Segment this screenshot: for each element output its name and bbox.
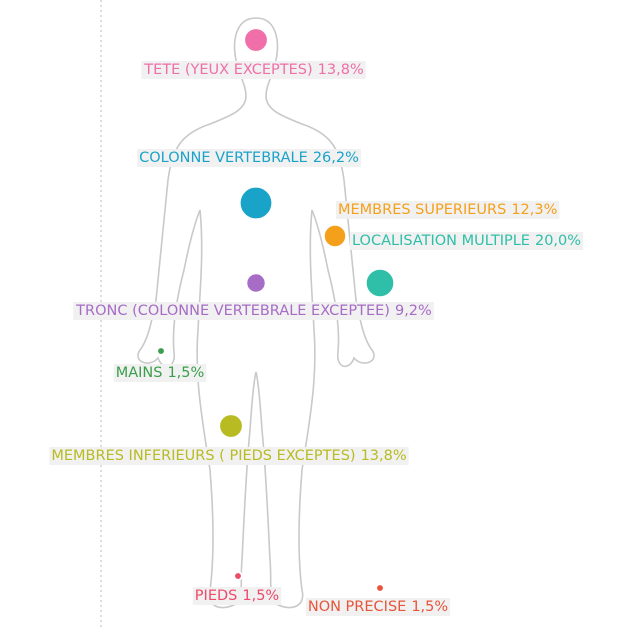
- bubble: [366, 269, 395, 298]
- label-group: MEMBRES INFERIEURS ( PIEDS EXCEPTES) 13,8…: [49, 447, 408, 465]
- category-label: MEMBRES SUPERIEURS: [338, 202, 506, 218]
- label: MEMBRES INFERIEURS ( PIEDS EXCEPTES) 13,8…: [51, 448, 406, 464]
- category-label: COLONNE VERTEBRALE: [139, 150, 308, 166]
- label: NON PRECISE 1,5%: [308, 599, 448, 615]
- category-label: MAINS: [116, 365, 163, 381]
- category-label: TRONC (COLONNE VERTEBRALE EXCEPTEE): [75, 303, 390, 319]
- category-label: NON PRECISE: [308, 599, 406, 615]
- bubble: [234, 572, 242, 580]
- value-label: 1,5%: [167, 365, 204, 381]
- labels: TETE (YEUX EXCEPTES) 13,8% COLONNE VERTEBR…: [49, 61, 583, 616]
- label: MEMBRES SUPERIEURS 12,3%: [338, 202, 557, 218]
- category-label: PIEDS: [195, 588, 238, 604]
- value-label: 1,5%: [242, 588, 279, 604]
- value-label: 13,8%: [361, 448, 407, 464]
- label-group: MEMBRES SUPERIEURS 12,3%: [336, 201, 559, 219]
- value-label: 9,2%: [395, 303, 432, 319]
- label-group: TETE (YEUX EXCEPTES) 13,8%: [141, 61, 366, 79]
- label-group: NON PRECISE 1,5%: [306, 598, 450, 616]
- label-group: LOCALISATION MULTIPLE 20,0%: [350, 232, 583, 250]
- bubble: [376, 584, 384, 592]
- label-group: TRONC (COLONNE VERTEBRALE EXCEPTEE) 9,2%: [73, 302, 434, 320]
- value-label: 13,8%: [318, 62, 364, 78]
- label: LOCALISATION MULTIPLE 20,0%: [352, 233, 581, 249]
- bubble: [246, 273, 265, 292]
- value-label: 12,3%: [511, 202, 557, 218]
- bubble: [324, 225, 346, 247]
- bubble: [157, 347, 165, 355]
- chart: TETE (YEUX EXCEPTES) 13,8% COLONNE VERTEBR…: [0, 0, 644, 628]
- value-label: 20,0%: [535, 233, 581, 249]
- label: TRONC (COLONNE VERTEBRALE EXCEPTEE) 9,2%: [75, 303, 432, 319]
- bubble: [240, 187, 273, 220]
- value-label: 26,2%: [313, 150, 359, 166]
- category-label: TETE (YEUX EXCEPTES): [143, 62, 312, 78]
- label: TETE (YEUX EXCEPTES) 13,8%: [143, 62, 364, 78]
- category-label: LOCALISATION MULTIPLE: [352, 233, 530, 249]
- value-label: 1,5%: [411, 599, 448, 615]
- bubble: [244, 28, 268, 52]
- label-group: COLONNE VERTEBRALE 26,2%: [137, 149, 361, 167]
- label: COLONNE VERTEBRALE 26,2%: [139, 150, 359, 166]
- bubble: [219, 414, 243, 438]
- category-label: MEMBRES INFERIEURS ( PIEDS EXCEPTES): [51, 448, 355, 464]
